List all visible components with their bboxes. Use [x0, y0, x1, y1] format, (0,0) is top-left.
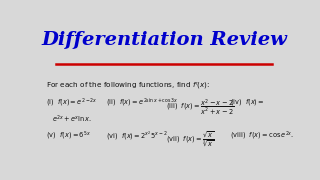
Text: (iii)  $f(x) = \dfrac{x^2-x-2}{x^2+x-2}$: (iii) $f(x) = \dfrac{x^2-x-2}{x^2+x-2}$	[166, 97, 235, 117]
Text: (ii)  $f(x) = e^{2\sin x+\cos 3x}$: (ii) $f(x) = e^{2\sin x+\cos 3x}$	[106, 97, 178, 109]
Text: Differentiation Review: Differentiation Review	[41, 31, 287, 49]
Text: (v)  $f(x) = 6^{5x}$: (v) $f(x) = 6^{5x}$	[46, 130, 91, 142]
Text: (viii)  $f(x) = \cos e^{2x}$.: (viii) $f(x) = \cos e^{2x}$.	[230, 130, 294, 142]
Text: (vi)  $f(x) = 2^{x^2}5^{x-2}$: (vi) $f(x) = 2^{x^2}5^{x-2}$	[106, 130, 167, 143]
Text: (i)  $f(x) = e^{2-2x}$: (i) $f(x) = e^{2-2x}$	[46, 97, 98, 109]
Text: $e^{2x} + e^{x}\ln x$.: $e^{2x} + e^{x}\ln x$.	[52, 114, 92, 125]
Text: (iv)  $f(x) =$: (iv) $f(x) =$	[230, 97, 264, 107]
Text: For each of the following functions, find $f^{\prime}(x)$:: For each of the following functions, fin…	[46, 80, 211, 91]
Text: (vii)  $f(x) = \dfrac{\sqrt{x}}{\sqrt[3]{x}}$: (vii) $f(x) = \dfrac{\sqrt{x}}{\sqrt[3]{…	[166, 130, 215, 149]
